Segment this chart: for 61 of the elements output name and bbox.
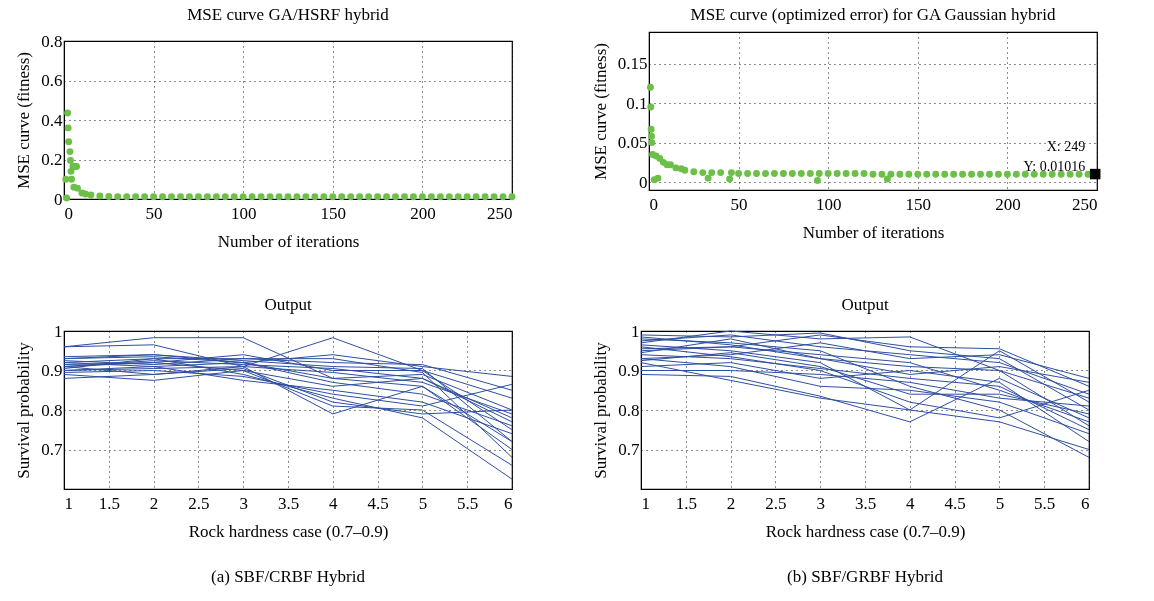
y-tick-label: 1 (631, 321, 640, 341)
y-tick-label: 0.2 (41, 150, 63, 169)
x-tick-label: 4.5 (944, 493, 966, 513)
y-axis-title: MSE curve (fitness) (590, 43, 610, 180)
y-tick-label: 0.9 (618, 361, 640, 380)
x-tick-label: 5.5 (457, 493, 479, 513)
x-tick-label: 50 (145, 203, 163, 223)
chart-title: Output (841, 295, 889, 314)
x-tick-label: 250 (1072, 194, 1098, 214)
x-tick-label: 3 (239, 493, 248, 513)
y-tick-label: 0.05 (617, 133, 648, 153)
x-tick-label: 5.5 (1034, 493, 1056, 513)
x-tick-label: 250 (487, 203, 513, 223)
y-tick-label: 0.7 (618, 440, 640, 459)
y-axis-title: Survival probability (14, 341, 34, 479)
chart-title: MSE curve GA/HSRF hybrid (187, 5, 390, 24)
x-tick-label: 6 (504, 493, 513, 513)
y-tick-label: 0.6 (41, 71, 63, 90)
chart-title: Output (264, 295, 312, 314)
x-axis-title: Number of iterations (802, 222, 945, 242)
x-tick-label: 4.5 (367, 493, 389, 513)
y-tick-label: 0.8 (41, 31, 63, 51)
y-tick-label: 0.4 (41, 110, 63, 130)
x-tick-label: 5 (418, 493, 428, 513)
x-axis-title: Rock hardness case (0.7–0.9) (188, 521, 389, 541)
x-tick-label: 4 (329, 493, 339, 513)
y-axis-title: MSE curve (fitness) (14, 52, 34, 189)
x-tick-label: 6 (1081, 493, 1090, 513)
x-tick-label: 3 (816, 493, 825, 513)
x-tick-label: 100 (230, 203, 257, 223)
y-tick-label: 0.8 (618, 400, 640, 420)
x-axis-title: Number of iterations (217, 231, 360, 251)
x-tick-label: 150 (905, 194, 932, 214)
y-tick-label: 0.1 (626, 93, 648, 113)
annotation: X: 249 Y: 0.01016 (1023, 139, 1086, 175)
x-tick-label: 2.5 (188, 493, 210, 513)
x-tick-label: 200 (995, 194, 1021, 214)
x-tick-label: 150 (320, 203, 347, 223)
chart-title: MSE curve (optimized error) for GA Gaussian hybrid (690, 5, 1056, 24)
text: (b) SBF/GRBF Hybrid (787, 567, 944, 586)
x-tick-label: 1.5 (675, 493, 697, 513)
y-tick-label: 0 (639, 172, 648, 192)
x-tick-label: 3.5 (277, 493, 300, 513)
x-tick-label: 3.5 (854, 493, 877, 513)
x-tick-label: 2 (149, 493, 159, 513)
y-tick-label: 0.9 (41, 361, 63, 380)
text: (a) SBF/CRBF Hybrid (211, 567, 366, 586)
y-tick-label: 1 (54, 321, 63, 341)
x-tick-label: 200 (410, 203, 436, 223)
x-tick-label: 4 (906, 493, 916, 513)
x-tick-label: 5 (995, 493, 1005, 513)
x-tick-label: 2 (726, 493, 736, 513)
y-tick-label: 0.8 (41, 400, 63, 420)
x-axis-title: Rock hardness case (0.7–0.9) (765, 521, 966, 541)
x-tick-label: 50 (730, 194, 748, 214)
y-tick-label: 0.7 (41, 440, 63, 459)
x-tick-label: 100 (815, 194, 842, 214)
y-tick-label: 0.15 (617, 54, 648, 74)
y-axis-title: Survival probability (591, 341, 611, 479)
x-tick-label: 2.5 (765, 493, 787, 513)
x-tick-label: 1.5 (98, 493, 120, 513)
